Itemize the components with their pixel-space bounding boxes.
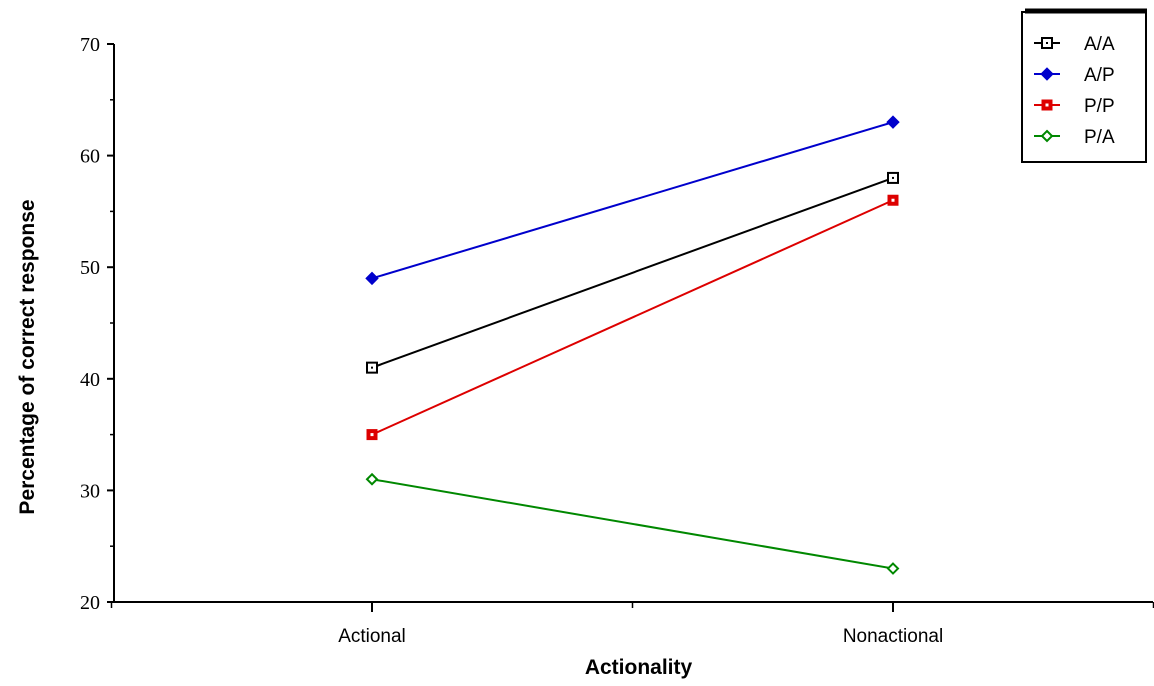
series-a-p	[365, 115, 900, 286]
data-point-center	[1045, 103, 1049, 107]
legend-item: P/A	[1034, 127, 1115, 148]
y-axis: 20 30 40 50 60 70	[80, 34, 115, 614]
data-point	[366, 429, 378, 441]
data-point-center	[891, 198, 895, 202]
data-point	[887, 194, 899, 206]
x-axis: Actional Nonactional	[110, 601, 1154, 647]
data-point	[365, 271, 379, 286]
data-point	[366, 361, 378, 374]
legend-item: A/P	[1034, 65, 1115, 86]
legend-item: A/A	[1034, 34, 1115, 55]
data-point-marker	[365, 271, 379, 286]
data-point-marker	[365, 472, 379, 486]
data-point	[1040, 67, 1054, 81]
y-tick-label: 30	[80, 480, 100, 502]
data-point-marker	[886, 562, 900, 575]
data-point-marker	[1040, 67, 1054, 81]
series-line	[371, 478, 894, 570]
legend-item: P/P	[1034, 96, 1115, 117]
data-point-marker	[886, 115, 900, 129]
series-line	[371, 199, 894, 436]
data-point	[1041, 99, 1053, 111]
series-p-p	[366, 194, 899, 441]
series-a-a	[366, 171, 899, 374]
data-point	[886, 115, 900, 129]
series-layer	[365, 115, 900, 575]
data-point-marker	[1040, 129, 1054, 143]
series-line	[371, 176, 894, 369]
y-tick-label: 70	[80, 34, 100, 56]
y-tick-label: 50	[80, 257, 100, 279]
y-axis-title: Percentage of correct response	[16, 199, 39, 514]
y-tick-label: 20	[80, 592, 100, 614]
legend-label: A/A	[1084, 34, 1115, 55]
data-point	[1040, 129, 1054, 143]
legend-label: P/A	[1084, 127, 1115, 148]
y-tick-label: 60	[80, 146, 100, 168]
data-point	[1041, 37, 1053, 49]
data-point-center	[1046, 42, 1048, 44]
data-point	[365, 472, 379, 486]
data-point	[886, 562, 900, 575]
y-tick-label: 40	[80, 369, 100, 391]
series-line	[371, 121, 894, 280]
x-axis-title: Actionality	[585, 656, 693, 679]
x-tick-label: Nonactional	[843, 626, 943, 647]
data-point-center	[370, 433, 374, 437]
legend: A/A A/P P/P P/A	[1021, 8, 1147, 163]
data-point	[887, 171, 899, 184]
data-point-center	[371, 366, 373, 369]
x-tick-label: Actional	[338, 626, 406, 647]
legend-label: A/P	[1084, 65, 1115, 86]
data-point-center	[892, 176, 894, 179]
series-p-a	[365, 472, 900, 575]
legend-label: P/P	[1084, 96, 1115, 117]
